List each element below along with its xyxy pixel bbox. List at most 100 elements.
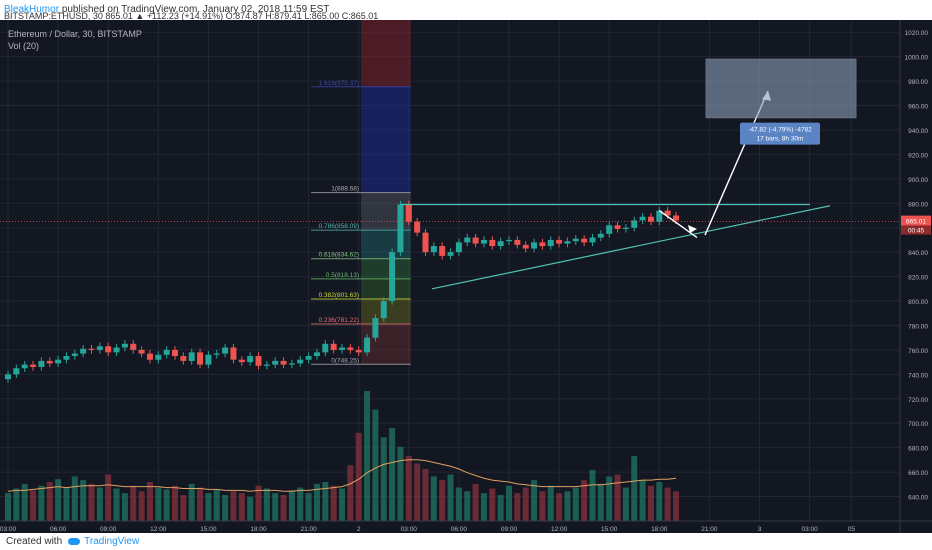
volume-bar (63, 487, 70, 521)
candle-body (405, 204, 412, 222)
price-chart[interactable]: 1(888.68) 0.786(858.09) 0.618(834.62) 0.5(8… (0, 20, 932, 533)
volume-bar (71, 476, 78, 521)
volume-bar (547, 485, 554, 521)
candle-body (155, 354, 162, 360)
candle-body (305, 356, 312, 360)
volume-bar (113, 488, 120, 521)
volume-bar (531, 480, 538, 521)
candle-body (364, 337, 371, 353)
volume-bar (172, 485, 178, 521)
time-axis: 03:00 06:00 09:00 12:00 15:00 18:00 21:00 2 03:0… (0, 520, 932, 533)
countdown-value: 00:45 (908, 228, 925, 235)
candle-body (556, 239, 563, 244)
x-tick-label: 12:00 (551, 526, 568, 533)
candle-body (522, 244, 529, 249)
x-tick-label: 03:00 (401, 526, 418, 533)
x-tick-label: 15:00 (200, 526, 217, 533)
candle-body (230, 347, 237, 360)
volume-bar (88, 483, 95, 521)
volume-bar (205, 493, 212, 521)
candle-body (172, 349, 178, 357)
candle-body (489, 239, 496, 247)
author-link[interactable]: BleakHumor (4, 4, 60, 15)
volume-bar (38, 485, 45, 521)
candle-body (380, 301, 387, 319)
y-tick-label: 840.00 (908, 250, 928, 257)
volume-bar (656, 482, 663, 521)
candle-body (464, 237, 471, 243)
y-tick-label: 800.00 (908, 299, 928, 306)
target-measure-box (705, 58, 857, 119)
volume-bar (414, 463, 421, 521)
countdown-tag (901, 225, 931, 235)
candle-body (581, 238, 588, 243)
candle-body (88, 348, 95, 350)
candle-body (288, 363, 295, 365)
support-trendline (431, 205, 831, 290)
y-tick-label: 660.00 (908, 470, 928, 477)
y-tick-label: 1020.00 (905, 30, 929, 37)
volume-bar (105, 474, 112, 521)
volume-bar (622, 487, 629, 521)
candles (5, 200, 679, 383)
candle-body (547, 239, 554, 247)
y-tick-label: 960.00 (908, 104, 928, 111)
volume-bar (297, 487, 304, 521)
candle-body (497, 241, 504, 247)
candle-body (163, 349, 170, 355)
volume-bar (589, 469, 596, 521)
candle-body (247, 356, 254, 363)
candle-body (664, 210, 671, 216)
footer-bar: Created with TradingView (0, 533, 932, 550)
candle-body (188, 352, 195, 361)
volume-bar (46, 482, 53, 521)
candle-body (113, 347, 120, 353)
volume-bar (506, 485, 512, 521)
volume-bar (347, 465, 354, 521)
volume-bar (514, 493, 521, 521)
volume-bar (673, 491, 679, 521)
volume-bar (96, 487, 103, 521)
volume-bars (5, 391, 679, 521)
candle-body (105, 346, 112, 353)
volume-bar (564, 491, 571, 521)
volume-bar (263, 488, 270, 521)
volume-bar (180, 495, 187, 521)
tradingview-cloud-icon (68, 537, 81, 545)
candle-body (339, 347, 345, 350)
x-tick-label: 21:00 (701, 526, 718, 533)
volume-bar (364, 391, 371, 521)
candle-body (673, 215, 679, 221)
candle-body (30, 364, 37, 368)
candle-body (531, 242, 538, 249)
fib-level-label: 0(748.25) (331, 357, 359, 364)
candle-body (297, 359, 304, 364)
candle-body (447, 252, 454, 256)
y-tick-label: 1000.00 (905, 55, 929, 62)
volume-bar (639, 480, 646, 521)
volume-bar (572, 487, 579, 521)
volume-bar (647, 485, 654, 521)
y-tick-label: 780.00 (908, 323, 928, 330)
volume-bar (5, 493, 11, 521)
candle-body (514, 239, 521, 245)
x-tick-label: 12:00 (150, 526, 167, 533)
fib-level-label: 0.5(818.13) (326, 272, 359, 279)
x-tick-label: 09:00 (100, 526, 117, 533)
candle-body (255, 356, 262, 366)
y-tick-label: 980.00 (908, 79, 928, 86)
volume-bar (230, 491, 237, 521)
fib-extension-red (361, 20, 411, 87)
candle-body (589, 237, 596, 243)
candle-body (238, 359, 245, 363)
arrowhead-down (688, 225, 697, 233)
volume-bar (313, 483, 320, 521)
x-tick-label: 06:00 (50, 526, 67, 533)
volume-bar (21, 483, 28, 521)
candle-body (21, 364, 28, 369)
volume-bar (130, 485, 137, 521)
x-tick-label: 15:00 (601, 526, 618, 533)
tradingview-link[interactable]: TradingView (84, 536, 140, 547)
candle-body (130, 343, 137, 350)
volume-bar (163, 489, 170, 521)
